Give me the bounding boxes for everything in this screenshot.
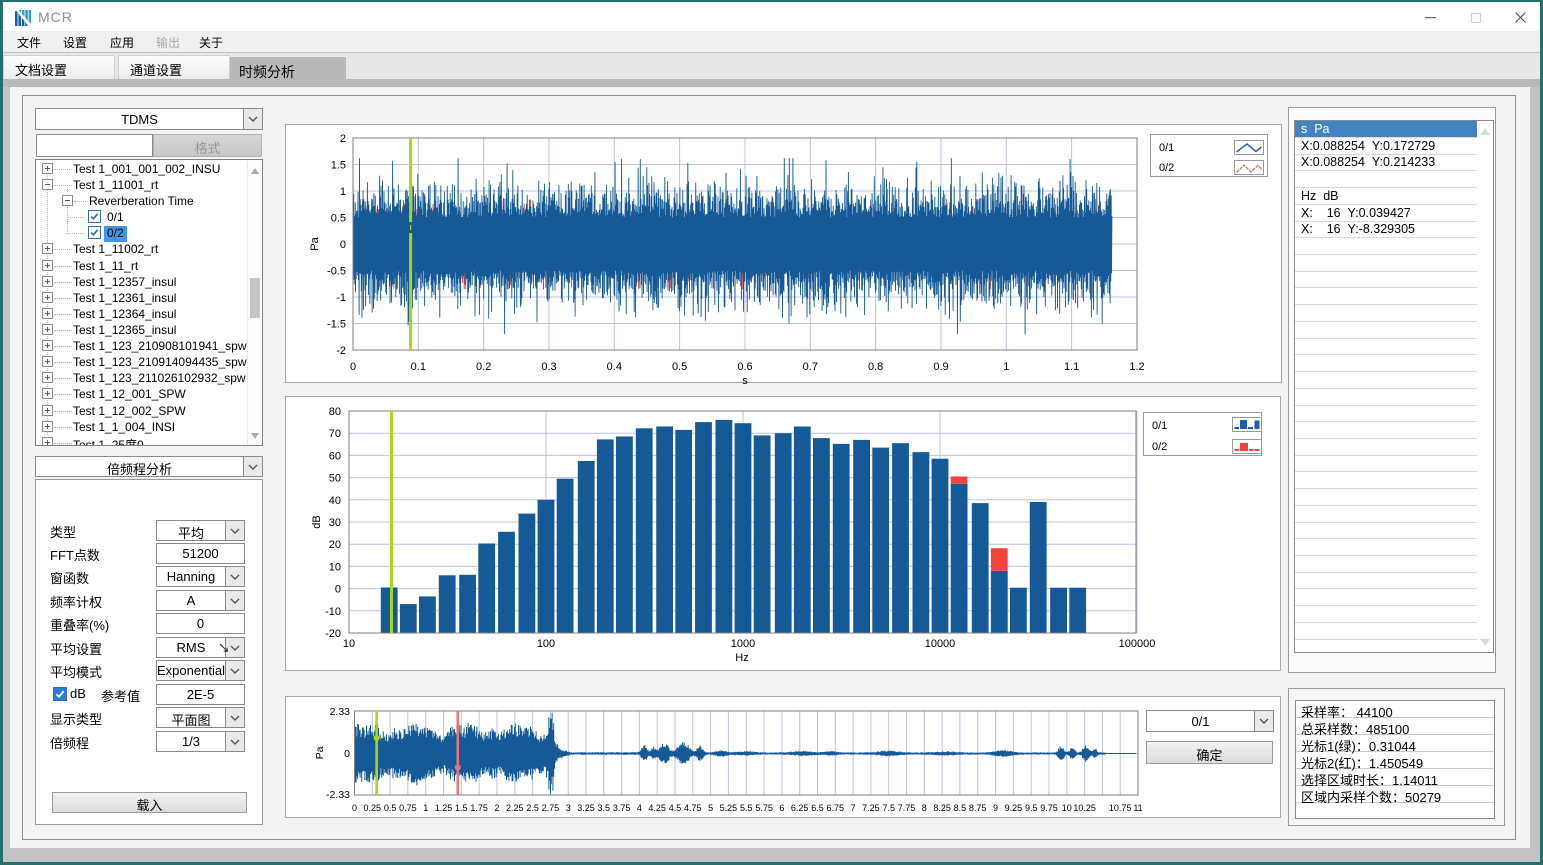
svg-text:10.25: 10.25 — [1073, 803, 1096, 813]
svg-text:40: 40 — [329, 495, 341, 507]
svg-text:-20: -20 — [325, 628, 341, 640]
svg-text:3.5: 3.5 — [598, 803, 611, 813]
svg-text:8.75: 8.75 — [969, 803, 987, 813]
svg-text:70: 70 — [329, 428, 341, 440]
svg-text:-10: -10 — [325, 606, 341, 618]
svg-text:Hz: Hz — [735, 652, 748, 664]
svg-text:-2: -2 — [336, 345, 346, 357]
svg-text:1000: 1000 — [731, 638, 755, 650]
svg-text:0.8: 0.8 — [868, 361, 883, 373]
svg-text:10: 10 — [1062, 803, 1072, 813]
svg-text:2.33: 2.33 — [330, 706, 351, 718]
svg-text:dB: dB — [311, 515, 323, 528]
svg-text:8: 8 — [922, 803, 927, 813]
svg-text:2.5: 2.5 — [526, 803, 539, 813]
svg-text:2: 2 — [494, 803, 499, 813]
svg-text:0.25: 0.25 — [364, 803, 382, 813]
svg-text:4.25: 4.25 — [648, 803, 666, 813]
svg-text:80: 80 — [329, 406, 341, 418]
svg-text:0: 0 — [352, 803, 357, 813]
svg-text:5.25: 5.25 — [720, 803, 738, 813]
svg-text:7.25: 7.25 — [862, 803, 880, 813]
svg-text:0.6: 0.6 — [737, 361, 752, 373]
svg-text:1.1: 1.1 — [1064, 361, 1079, 373]
svg-text:1.25: 1.25 — [435, 803, 453, 813]
svg-text:5: 5 — [708, 803, 713, 813]
svg-text:6: 6 — [779, 803, 784, 813]
svg-text:8.25: 8.25 — [933, 803, 951, 813]
svg-text:50: 50 — [329, 473, 341, 485]
svg-text:4: 4 — [637, 803, 642, 813]
svg-text:10.75: 10.75 — [1109, 803, 1132, 813]
svg-text:0.9: 0.9 — [933, 361, 948, 373]
svg-text:1.75: 1.75 — [470, 803, 488, 813]
svg-text:-1.5: -1.5 — [327, 319, 346, 331]
svg-text:30: 30 — [329, 517, 341, 529]
svg-text:60: 60 — [329, 450, 341, 462]
svg-text:1.5: 1.5 — [331, 160, 346, 172]
svg-text:2.75: 2.75 — [542, 803, 560, 813]
svg-text:7: 7 — [851, 803, 856, 813]
svg-text:-1: -1 — [336, 292, 346, 304]
svg-text:0.3: 0.3 — [541, 361, 556, 373]
svg-text:Pa: Pa — [314, 746, 326, 759]
svg-text:10000: 10000 — [925, 638, 956, 650]
svg-text:0.1: 0.1 — [411, 361, 426, 373]
svg-text:1: 1 — [340, 186, 346, 198]
svg-text:0.5: 0.5 — [672, 361, 687, 373]
svg-text:1: 1 — [423, 803, 428, 813]
svg-text:0.5: 0.5 — [331, 213, 346, 225]
svg-text:100: 100 — [537, 638, 555, 650]
svg-text:2.25: 2.25 — [506, 803, 524, 813]
svg-text:0.7: 0.7 — [803, 361, 818, 373]
svg-text:20: 20 — [329, 539, 341, 551]
svg-text:0: 0 — [350, 361, 356, 373]
svg-text:1.2: 1.2 — [1129, 361, 1144, 373]
svg-text:10: 10 — [343, 638, 355, 650]
svg-text:11: 11 — [1133, 803, 1142, 813]
svg-text:9.75: 9.75 — [1040, 803, 1058, 813]
svg-text:1.5: 1.5 — [455, 803, 468, 813]
svg-text:-0.5: -0.5 — [327, 266, 346, 278]
svg-text:9: 9 — [993, 803, 998, 813]
svg-text:0.2: 0.2 — [476, 361, 491, 373]
svg-text:100000: 100000 — [1119, 638, 1156, 650]
svg-text:7.75: 7.75 — [898, 803, 916, 813]
svg-text:3.25: 3.25 — [577, 803, 595, 813]
svg-text:0: 0 — [335, 584, 341, 596]
svg-text:3: 3 — [566, 803, 571, 813]
svg-text:5.5: 5.5 — [740, 803, 753, 813]
svg-text:0.4: 0.4 — [607, 361, 622, 373]
svg-text:4.75: 4.75 — [684, 803, 702, 813]
svg-text:Pa: Pa — [309, 236, 321, 250]
svg-text:s: s — [742, 375, 748, 384]
svg-text:7.5: 7.5 — [882, 803, 895, 813]
svg-text:8.5: 8.5 — [954, 803, 967, 813]
svg-text:6.5: 6.5 — [811, 803, 824, 813]
svg-text:4.5: 4.5 — [669, 803, 682, 813]
svg-text:6.75: 6.75 — [827, 803, 845, 813]
svg-text:0: 0 — [344, 748, 350, 760]
svg-text:-2.33: -2.33 — [326, 789, 350, 801]
svg-text:1: 1 — [1003, 361, 1009, 373]
svg-text:2: 2 — [340, 133, 346, 145]
svg-text:9.5: 9.5 — [1025, 803, 1038, 813]
svg-text:0.5: 0.5 — [384, 803, 397, 813]
svg-text:3.75: 3.75 — [613, 803, 631, 813]
svg-text:10: 10 — [329, 561, 341, 573]
svg-text:5.75: 5.75 — [755, 803, 773, 813]
svg-text:0: 0 — [340, 239, 346, 251]
svg-text:6.25: 6.25 — [791, 803, 809, 813]
svg-text:0.75: 0.75 — [399, 803, 417, 813]
svg-text:9.25: 9.25 — [1005, 803, 1023, 813]
